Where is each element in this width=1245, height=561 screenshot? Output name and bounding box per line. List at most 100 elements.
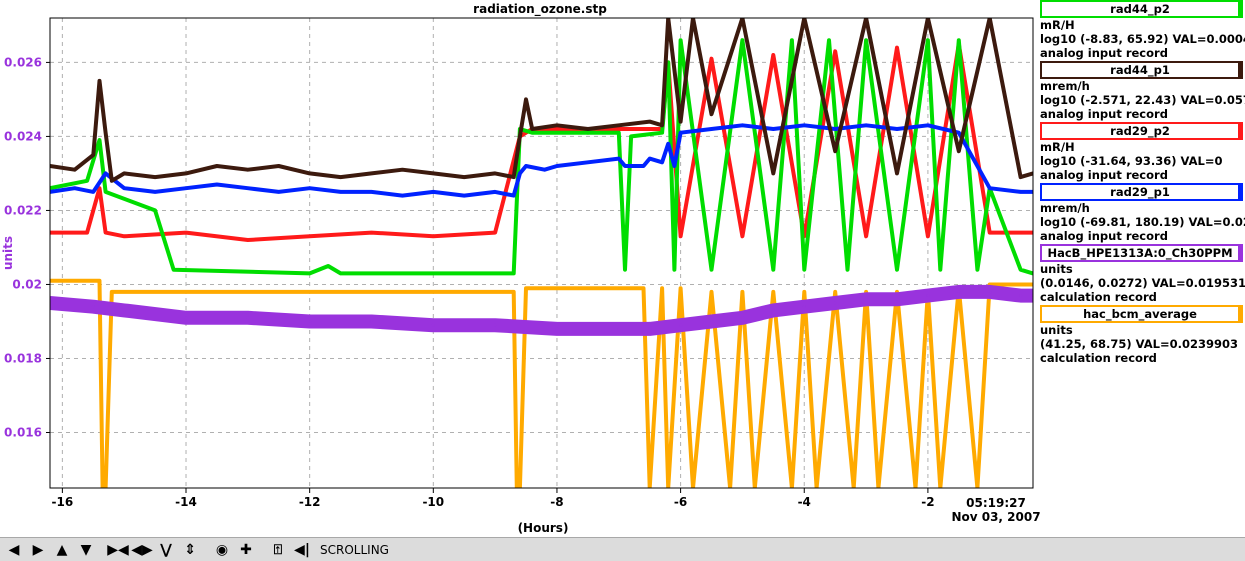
data-point [1019, 231, 1023, 235]
data-point [493, 231, 497, 235]
data-point [740, 123, 744, 127]
data-point [400, 168, 404, 172]
data-point [530, 127, 534, 131]
data-point [369, 190, 373, 194]
data-point [926, 123, 930, 127]
legend-name[interactable]: rad29_p1 [1040, 183, 1243, 201]
data-point [524, 286, 528, 290]
data-point [369, 171, 373, 175]
data-point [512, 175, 516, 179]
data-point [85, 179, 89, 183]
series-HacB_HPE1313A:0_Ch30PPM [50, 284, 1033, 336]
zoom-in-vertical-icon[interactable]: ⇕ [184, 541, 196, 558]
zoom-out-horizontal-icon[interactable]: ▶◀ [107, 541, 129, 558]
series-line [50, 278, 1033, 488]
data-point [91, 153, 95, 157]
series-line [50, 18, 1033, 183]
legend-range: log10 (-31.64, 93.36) VAL=0 [1040, 154, 1223, 168]
data-point [493, 171, 497, 175]
data-point [957, 131, 961, 135]
data-point [246, 238, 250, 242]
legend-name[interactable]: rad44_p1 [1040, 61, 1243, 79]
data-point [493, 271, 497, 275]
legend-entry-rad44_p2[interactable]: rad44_p2 mR/H log10 (-8.83, 65.92) VAL=0.0… [1040, 0, 1245, 60]
data-point [555, 164, 559, 168]
legend-record: calculation record [1040, 290, 1157, 304]
data-point [308, 234, 312, 238]
data-point [215, 183, 219, 187]
reset-icon[interactable]: ◉ [215, 541, 229, 558]
autoscale-icon[interactable]: ⍐ [273, 541, 283, 558]
data-point [91, 305, 95, 309]
x-axis: -16 -14 -12 -10 -8 -6 -4 -2 [52, 488, 935, 509]
data-point [326, 264, 330, 268]
data-point [308, 271, 312, 275]
grid [50, 18, 1033, 488]
legend-range: (41.25, 68.75) VAL=0.0239903 [1040, 337, 1239, 351]
plot-frame [49, 17, 1034, 489]
legend-unit: mrem/h [1040, 201, 1090, 215]
data-point [586, 127, 590, 131]
arrow-right-icon[interactable]: ▶ [32, 541, 44, 558]
data-point [617, 123, 621, 127]
legend-name[interactable]: hac_bcm_average [1040, 305, 1243, 323]
legend-entry-rad29_p1[interactable]: rad29_p1 mrem/h log10 (-69.81, 180.19) VAL… [1040, 183, 1245, 243]
data-point [833, 149, 837, 153]
data-point [530, 131, 534, 135]
data-point [642, 286, 646, 290]
data-point [895, 268, 899, 272]
y-tick-label: 0.02 [12, 277, 42, 291]
data-point [110, 290, 114, 294]
data-point [895, 171, 899, 175]
legend-entry-HacB_HPE1313A:0_Ch30PPM[interactable]: HacB_HPE1313A:0_Ch30PPM units (0.0146, 0.0… [1040, 244, 1245, 304]
data-point [895, 297, 899, 301]
legend-name[interactable]: rad44_p2 [1040, 0, 1243, 18]
data-point [846, 268, 850, 272]
data-point [660, 131, 664, 135]
data-point [462, 194, 466, 198]
add-icon[interactable]: ✚ [240, 541, 252, 558]
zoom-out-vertical-icon[interactable]: ⋁ [160, 541, 172, 558]
legend-entry-hac_bcm_average[interactable]: hac_bcm_average units (41.25, 68.75) VAL=0… [1040, 305, 1245, 365]
legend-name[interactable]: rad29_p2 [1040, 122, 1243, 140]
legend-unit: units [1040, 262, 1073, 276]
arrow-left-icon[interactable]: ◀ [8, 541, 20, 558]
data-point [957, 38, 961, 42]
data-point [1019, 294, 1023, 298]
data-point [512, 271, 516, 275]
series-rad29_p1 [50, 123, 1033, 198]
legend-name[interactable]: HacB_HPE1313A:0_Ch30PPM [1040, 244, 1243, 262]
data-point [73, 168, 77, 172]
data-point [172, 268, 176, 272]
data-point [246, 316, 250, 320]
end-time-label: 05:19:27 [966, 496, 1026, 510]
data-point [864, 123, 868, 127]
data-point [246, 168, 250, 172]
data-point [518, 171, 522, 175]
data-point [308, 171, 312, 175]
data-point [73, 186, 77, 190]
data-point [277, 190, 281, 194]
data-point [184, 171, 188, 175]
data-point [1019, 175, 1023, 179]
data-point [642, 164, 646, 168]
data-point [895, 127, 899, 131]
data-point [926, 234, 930, 238]
arrow-down-icon[interactable]: ▼ [80, 541, 92, 558]
legend-entry-rad44_p1[interactable]: rad44_p1 mrem/h log10 (-2.571, 22.43) VAL=… [1040, 61, 1245, 121]
data-point [518, 134, 522, 138]
y-tick-label: 0.024 [4, 129, 42, 143]
scroll-left-icon[interactable]: ◀| [294, 541, 310, 558]
data-point [926, 294, 930, 298]
data-point [988, 186, 992, 190]
data-point [771, 290, 775, 294]
legend: rad44_p2 mR/H log10 (-8.83, 65.92) VAL=0.0… [1040, 0, 1245, 366]
legend-unit: mR/H [1040, 18, 1075, 32]
zoom-in-horizontal-icon[interactable]: ◀▶ [131, 541, 153, 558]
legend-entry-rad29_p2[interactable]: rad29_p2 mR/H log10 (-31.64, 93.36) VAL=0 a… [1040, 122, 1245, 182]
y-tick-label: 0.016 [4, 425, 42, 439]
data-point [660, 123, 664, 127]
data-point [679, 120, 683, 124]
arrow-up-icon[interactable]: ▲ [56, 541, 68, 558]
data-point [833, 49, 837, 53]
